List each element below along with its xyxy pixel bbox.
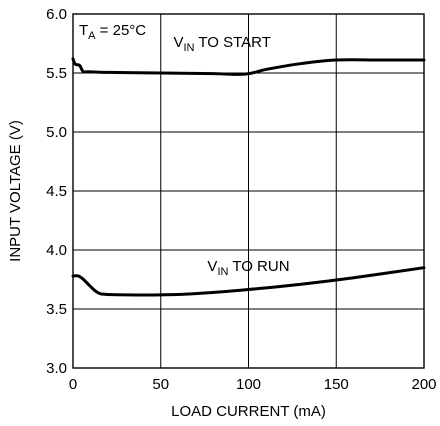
y-axis-label: INPUT VOLTAGE (V) xyxy=(7,120,24,262)
series-label: VIN TO START xyxy=(173,34,270,54)
y-tick-label: 3.0 xyxy=(46,360,67,377)
x-axis-label: LOAD CURRENT (mA) xyxy=(171,403,326,420)
y-tick-label: 5.0 xyxy=(46,124,67,141)
x-tick-label: 100 xyxy=(236,376,261,393)
y-tick-label: 4.5 xyxy=(46,183,67,200)
plot-frame xyxy=(72,13,425,369)
x-tick-label: 200 xyxy=(411,376,436,393)
y-tick-label: 3.5 xyxy=(46,301,67,318)
x-tick-labels: 0 50 100 150 200 xyxy=(69,376,437,393)
series-curves xyxy=(71,57,426,297)
y-tick-labels: 3.0 3.5 4.0 4.5 5.0 5.5 6.0 xyxy=(46,6,67,377)
annotations: VIN TO START VIN TO RUN TA = 25°C xyxy=(79,22,290,278)
x-tick-label: 50 xyxy=(152,376,169,393)
grid-lines xyxy=(72,13,425,369)
x-tick-label: 0 xyxy=(69,376,77,393)
y-tick-label: 6.0 xyxy=(46,6,67,23)
series-line-vin-to-run xyxy=(71,266,426,297)
y-tick-label: 5.5 xyxy=(46,65,67,82)
x-tick-label: 150 xyxy=(324,376,349,393)
series-line-vin-to-start xyxy=(71,57,426,76)
temperature-condition-label: TA = 25°C xyxy=(79,22,146,42)
series-label: VIN TO RUN xyxy=(207,258,289,278)
y-tick-label: 4.0 xyxy=(46,242,67,259)
